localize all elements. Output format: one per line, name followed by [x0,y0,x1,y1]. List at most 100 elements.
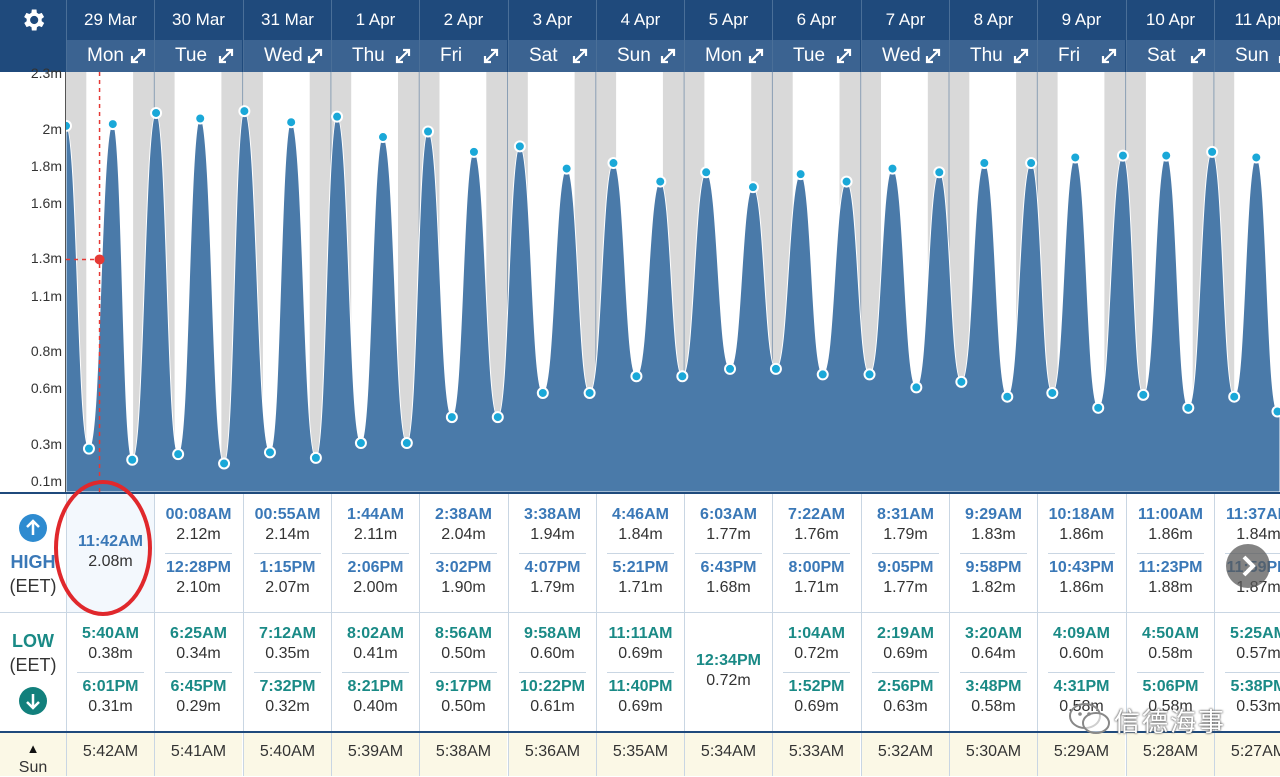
tide-point[interactable] [1160,149,1173,162]
tide-point[interactable] [933,166,946,179]
tide-point[interactable] [376,131,389,144]
high-time: 10:18AM [1048,506,1115,523]
tide-point[interactable] [1137,388,1150,401]
tide-point[interactable] [560,162,573,175]
day-header-cell[interactable]: Mon [684,40,772,72]
tide-point[interactable] [1025,157,1038,170]
day-header-cell[interactable]: Tue [772,40,860,72]
day-header-cell[interactable]: Mon [66,40,154,72]
cursor-point[interactable] [94,254,105,265]
tide-point[interactable] [106,118,119,131]
tide-point[interactable] [331,110,344,123]
tide-point[interactable] [309,451,322,464]
tide-point[interactable] [354,437,367,450]
high-label: HIGH [10,552,56,572]
expand-icon[interactable] [1188,46,1208,66]
tide-point[interactable] [218,457,231,470]
tide-point[interactable] [1092,401,1105,414]
tide-point[interactable] [746,181,759,194]
tide-point[interactable] [630,370,643,383]
low-time: 7:12AM [259,625,316,642]
tide-point[interactable] [769,362,782,375]
cell-divider [342,672,409,673]
day-header-cell[interactable]: Thu [949,40,1037,72]
cell-divider [960,553,1027,554]
tide-point[interactable] [978,157,991,170]
next-page-button[interactable] [1226,544,1270,588]
sunrise-time: 5:36AM [508,733,596,776]
day-header-cell[interactable]: Wed [861,40,949,72]
high-height: 1.88m [1148,579,1193,596]
expand-icon[interactable] [305,46,325,66]
day-header-cell[interactable]: Fri [419,40,507,72]
tide-point[interactable] [1001,390,1014,403]
tide-point[interactable] [82,442,95,455]
day-header-cell[interactable]: Thu [331,40,419,72]
tide-point[interactable] [910,381,923,394]
expand-icon[interactable] [570,46,590,66]
tide-point[interactable] [676,370,689,383]
tide-point[interactable] [66,119,72,132]
tide-point[interactable] [285,116,298,129]
expand-icon[interactable] [128,46,148,66]
tide-point[interactable] [1116,149,1129,162]
tide-point[interactable] [1069,151,1082,164]
tide-point[interactable] [863,368,876,381]
tide-point[interactable] [654,175,667,188]
tide-point[interactable] [583,386,596,399]
expand-icon[interactable] [481,46,501,66]
expand-icon[interactable] [1276,46,1280,66]
tide-point[interactable] [607,157,620,170]
high-height: 1.90m [441,579,486,596]
day-header-cell[interactable]: Wed [243,40,331,72]
expand-icon[interactable] [834,46,854,66]
tide-point[interactable] [724,362,737,375]
tide-point[interactable] [150,106,163,119]
day-header-cell[interactable]: Tue [154,40,242,72]
tide-point[interactable] [1250,151,1263,164]
day-header-cell[interactable]: Sat [508,40,596,72]
settings-button[interactable] [0,0,66,72]
low-cell: 3:20AM 0.64m 3:48PM 0.58m [949,613,1037,731]
tide-point[interactable] [445,411,458,424]
high-time: 8:00PM [788,559,845,576]
gear-icon [24,9,45,31]
tide-point[interactable] [467,145,480,158]
expand-icon[interactable] [393,46,413,66]
tide-point[interactable] [400,437,413,450]
tide-point[interactable] [1046,386,1059,399]
high-cell: 8:31AM 1.79m 9:05PM 1.77m [861,494,949,612]
expand-icon[interactable] [923,46,943,66]
tide-point[interactable] [955,375,968,388]
day-header-cell[interactable]: Sat [1126,40,1214,72]
sunrise-time: 5:30AM [949,733,1037,776]
expand-icon[interactable] [1011,46,1031,66]
day-label: Thu [352,45,385,66]
expand-icon[interactable] [658,46,678,66]
expand-icon[interactable] [1099,46,1119,66]
tide-point[interactable] [513,140,526,153]
day-header-cell[interactable]: Fri [1037,40,1125,72]
tide-point[interactable] [172,448,185,461]
tide-point[interactable] [126,453,139,466]
low-height: 0.69m [794,698,839,715]
expand-icon[interactable] [216,46,236,66]
tide-point[interactable] [1206,145,1219,158]
tide-point[interactable] [1228,390,1241,403]
tide-point[interactable] [536,386,549,399]
tide-point[interactable] [886,162,899,175]
tide-point[interactable] [700,166,713,179]
tide-point[interactable] [491,411,504,424]
day-header-cell[interactable]: Sun [1214,40,1280,72]
tide-point[interactable] [422,125,435,138]
tide-point[interactable] [1271,405,1280,418]
tide-point[interactable] [238,105,251,118]
expand-icon[interactable] [746,46,766,66]
day-header-cell[interactable]: Sun [596,40,684,72]
tide-point[interactable] [794,168,807,181]
tide-point[interactable] [840,175,853,188]
tide-point[interactable] [263,446,276,459]
tide-point[interactable] [1182,401,1195,414]
tide-point[interactable] [816,368,829,381]
tide-point[interactable] [194,112,207,125]
